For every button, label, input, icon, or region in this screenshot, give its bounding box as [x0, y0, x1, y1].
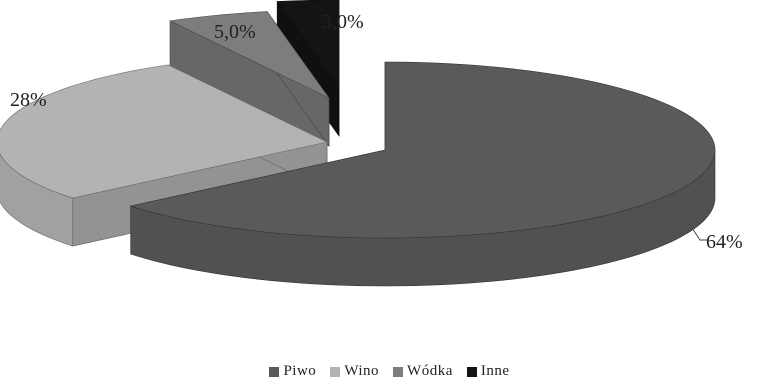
- data-label-wino: 28%: [10, 89, 47, 111]
- legend-label-inne: Inne: [480, 363, 510, 379]
- legend-label-piwo: Piwo: [283, 363, 317, 379]
- pie-slice-wodka: [169, 10, 330, 147]
- legend-label-wodka: Wódka: [407, 363, 453, 379]
- pie-slice-top-piwo: [129, 61, 716, 239]
- legend-swatch-wodka: [393, 366, 404, 377]
- legend-swatch-wino: [330, 366, 341, 377]
- legend-item-inne: Inne: [466, 363, 510, 380]
- pie-slice-piwo: [129, 61, 716, 287]
- legend-swatch-piwo: [269, 366, 280, 377]
- legend-item-piwo: Piwo: [269, 363, 316, 380]
- legend: Piwo Wino Wódka Inne: [0, 363, 779, 380]
- pie-slice-top-inne: [276, 0, 340, 89]
- leader-line-piwo: [687, 221, 708, 241]
- legend-swatch-inne: [466, 366, 477, 377]
- pie-slice-top-wino: [0, 64, 328, 199]
- legend-item-wodka: Wódka: [393, 363, 453, 380]
- data-label-wodka: 5,0%: [214, 21, 256, 43]
- legend-item-wino: Wino: [330, 363, 379, 380]
- data-label-piwo: 64%: [706, 231, 743, 253]
- legend-label-wino: Wino: [344, 363, 380, 379]
- data-label-inne: 3,0%: [322, 11, 364, 33]
- pie-slice-top-wodka: [169, 11, 330, 99]
